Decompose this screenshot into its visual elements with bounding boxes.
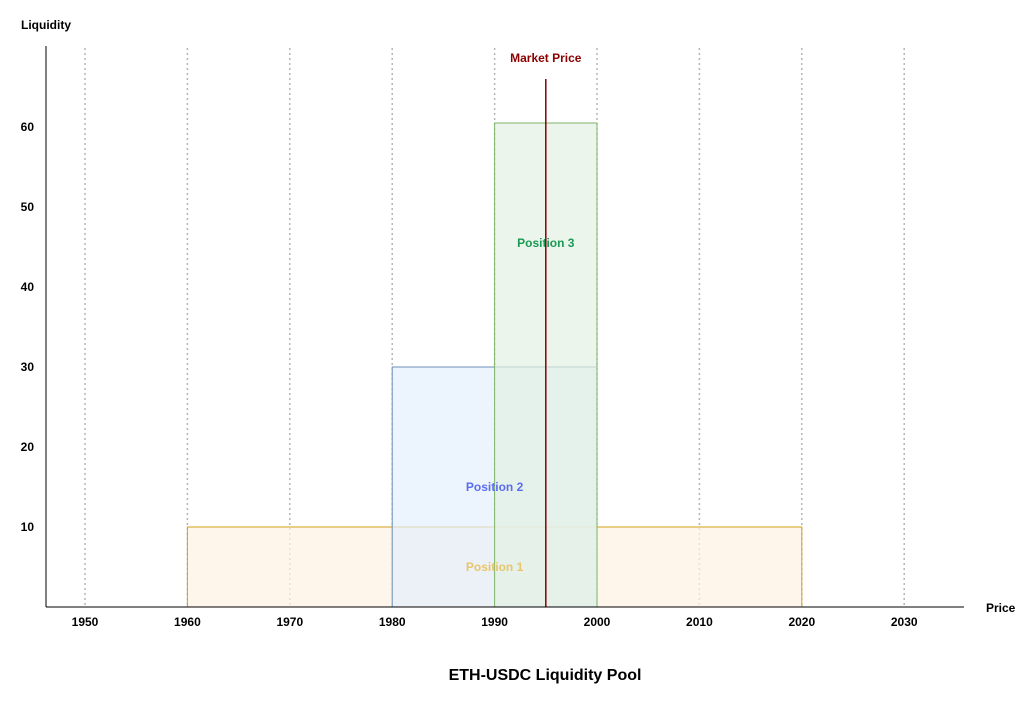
axes [45, 46, 964, 608]
x-tick-label: 2000 [584, 615, 611, 629]
y-tick-label: 50 [21, 200, 35, 214]
y-tick-label: 30 [21, 360, 35, 374]
y-tick-label: 60 [21, 120, 35, 134]
y-tick-label: 10 [21, 520, 35, 534]
x-tick-label: 1980 [379, 615, 406, 629]
y-tick-labels: 10 20 30 40 50 60 [21, 120, 35, 534]
y-tick-label: 20 [21, 440, 35, 454]
x-tick-label: 2030 [891, 615, 918, 629]
x-tick-labels: 1950 1960 1970 1980 1990 2000 2010 2020 2030 [72, 615, 918, 629]
x-tick-label: 2010 [686, 615, 713, 629]
x-tick-label: 1960 [174, 615, 201, 629]
position-1-label: Position 1 [466, 560, 524, 574]
chart-title: ETH-USDC Liquidity Pool [449, 667, 642, 684]
market-price-label: Market Price [510, 51, 582, 65]
x-tick-label: 1950 [72, 615, 99, 629]
y-tick-label: 40 [21, 280, 35, 294]
x-tick-label: 2020 [788, 615, 815, 629]
x-axis-title: Price [986, 601, 1016, 615]
position-2-label: Position 2 [466, 480, 524, 494]
y-axis-title: Liquidity [21, 18, 71, 32]
x-tick-label: 1970 [276, 615, 303, 629]
x-tick-label: 1990 [481, 615, 508, 629]
market-price-layer: Market Price [510, 51, 582, 607]
